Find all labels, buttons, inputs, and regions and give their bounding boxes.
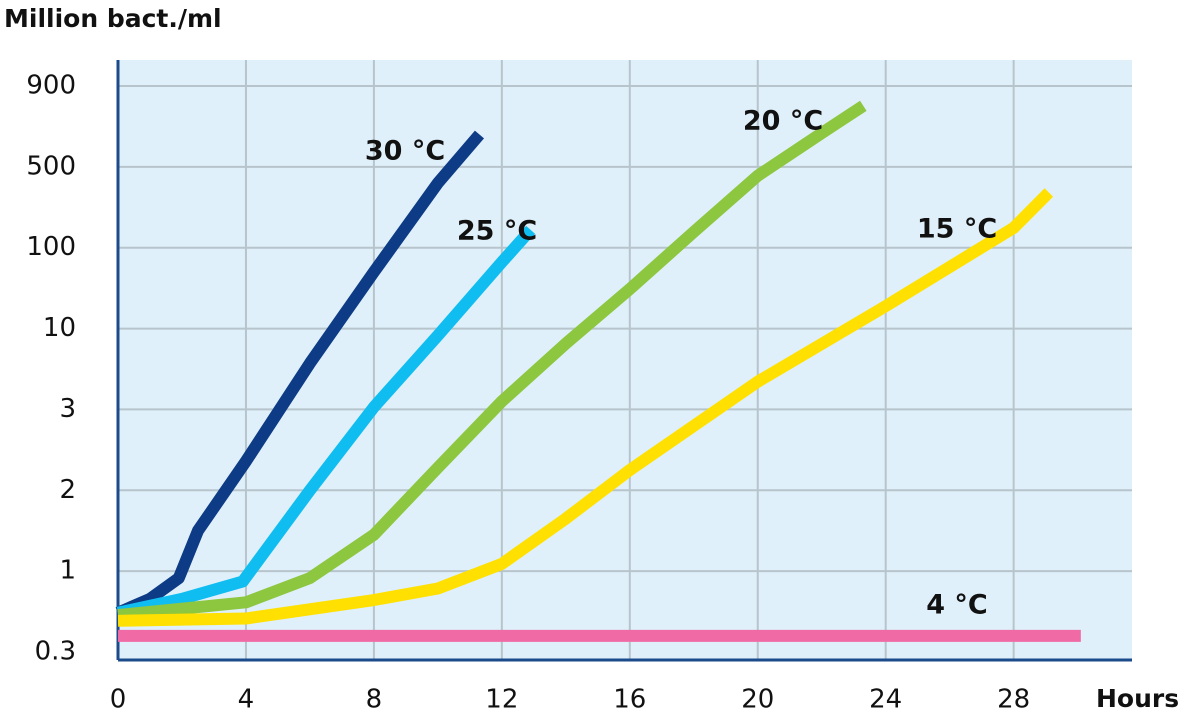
x-tick-label: 0 xyxy=(110,685,127,715)
x-tick-label: 8 xyxy=(366,685,383,715)
y-tick-label: 100 xyxy=(26,232,76,262)
y-tick-label: 3 xyxy=(59,394,76,424)
x-tick-label: 4 xyxy=(238,685,255,715)
x-tick-label: 16 xyxy=(613,685,646,715)
x-tick-label: 12 xyxy=(485,685,518,715)
y-tick-label: 0.3 xyxy=(35,637,76,667)
y-tick-label: 900 xyxy=(26,71,76,101)
series-line xyxy=(117,188,1054,627)
x-axis-title: Hours xyxy=(1096,684,1179,713)
series-label: 25 °C xyxy=(457,216,537,247)
series-label: 20 °C xyxy=(743,106,823,137)
series-label: 30 °C xyxy=(365,136,445,167)
y-tick-label: 1 xyxy=(59,556,76,586)
x-tick-label: 28 xyxy=(997,685,1030,715)
x-tick-label: 20 xyxy=(741,685,774,715)
series-line xyxy=(117,100,867,622)
x-tick-label: 24 xyxy=(869,685,902,715)
y-tick-label: 2 xyxy=(59,475,76,505)
y-tick-label: 500 xyxy=(26,151,76,181)
series-line xyxy=(115,130,485,619)
series-label: 4 °C xyxy=(926,590,988,621)
plot-background xyxy=(118,60,1132,660)
y-axis-title: Million bact./ml xyxy=(4,4,222,33)
series-label: 15 °C xyxy=(917,214,997,245)
y-tick-label: 10 xyxy=(43,313,76,343)
series-line xyxy=(116,225,536,619)
